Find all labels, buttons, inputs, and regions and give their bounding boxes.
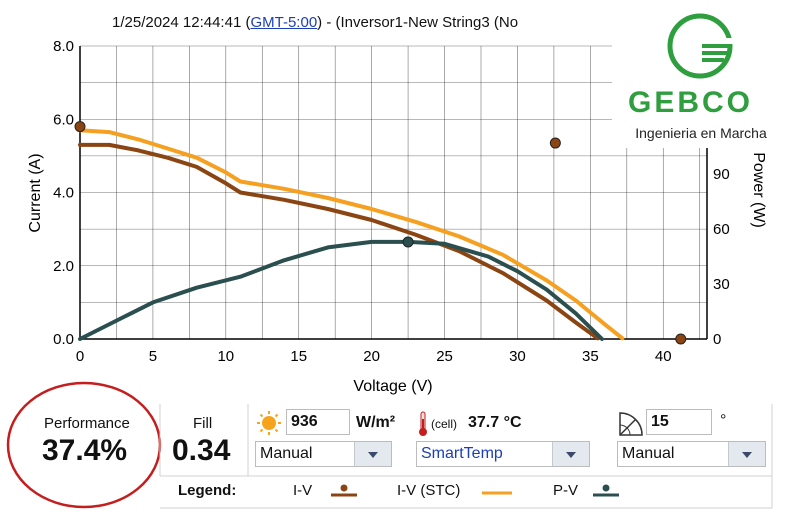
- thermometer-icon: [419, 411, 427, 436]
- x-tick-label: 25: [436, 348, 453, 365]
- company-logo: GEBCO Ingenieria en Marcha: [612, 8, 790, 148]
- x-tick-label: 15: [290, 348, 307, 365]
- logo-name: GEBCO: [628, 86, 754, 119]
- chevron-down-icon[interactable]: [728, 442, 765, 466]
- data-point-marker: [549, 137, 561, 149]
- chart-curves: [78, 128, 625, 341]
- header-datetime: 1/25/2024 12:44:41: [112, 14, 242, 31]
- performance-value: 37.4%: [42, 434, 128, 467]
- series-i-v-line: [78, 142, 600, 341]
- irradiance-mode-select[interactable]: Manual: [255, 441, 392, 467]
- legend-title: Legend:: [178, 482, 237, 499]
- chevron-down-icon[interactable]: [354, 442, 391, 466]
- legend-iv-stc-swatch: [482, 491, 512, 495]
- tilt-mode-value: Manual: [622, 445, 675, 462]
- gebco-logo-icon: [667, 13, 736, 79]
- x-tick-label: 40: [655, 348, 672, 365]
- y-tick-label: 2.0: [53, 258, 74, 275]
- y-tick-label: 8.0: [53, 38, 74, 55]
- y2-axis-label: Power (W): [750, 152, 767, 228]
- legend-pv-swatch: [593, 484, 619, 497]
- y-tick-label: 4.0: [53, 185, 74, 202]
- y-tick-label: 6.0: [53, 111, 74, 128]
- temp-mode-select[interactable]: SmartTemp: [416, 441, 590, 467]
- fill-value: 0.34: [172, 434, 231, 467]
- data-point-marker: [402, 236, 414, 248]
- x-tick-label: 5: [149, 348, 157, 365]
- legend-iv-swatch: [331, 484, 357, 497]
- legend-iv-stc-label: I-V (STC): [397, 482, 461, 499]
- chart-header: 1/25/2024 12:44:41 (GMT-5:00) - (Inverso…: [112, 14, 519, 31]
- logo-tagline: Ingenieria en Marcha: [635, 125, 767, 141]
- tilt-angle-icon: [619, 412, 643, 436]
- x-tick-label: 30: [509, 348, 526, 365]
- tilt-input[interactable]: 15: [646, 409, 712, 435]
- sun-icon: [257, 411, 281, 435]
- temp-mode-value: SmartTemp: [421, 445, 503, 462]
- series-p-v-line: [78, 239, 604, 341]
- x-tick-label: 0: [76, 348, 84, 365]
- fill-label: Fill: [193, 415, 213, 432]
- x-tick-label: 10: [217, 348, 234, 365]
- legend-pv-label: P-V: [553, 482, 579, 499]
- irradiance-unit: W/m²: [356, 414, 396, 431]
- y2-tick-label: 60: [713, 221, 730, 238]
- y-axis-label: Current (A): [27, 153, 44, 232]
- legend-iv-label: I-V: [293, 482, 313, 499]
- cell-temp-value: 37.7 °C: [468, 414, 522, 431]
- chart-markers: [74, 121, 687, 345]
- tilt-unit: °: [720, 412, 727, 429]
- x-axis-label: Voltage (V): [353, 378, 432, 395]
- data-point-marker: [675, 333, 687, 345]
- x-tick-label: 20: [363, 348, 380, 365]
- series-i-v-stc--line: [78, 128, 625, 341]
- cell-temp-label: (cell): [431, 417, 457, 431]
- y2-tick-label: 30: [713, 276, 730, 293]
- data-point-marker: [74, 121, 86, 133]
- chevron-down-icon[interactable]: [552, 442, 589, 466]
- y-tick-label: 0.0: [53, 331, 74, 348]
- tilt-mode-select[interactable]: Manual: [617, 441, 766, 467]
- header-suffix: - (Inversor1-New String3 (No: [322, 14, 519, 31]
- x-tick-label: 35: [582, 348, 599, 365]
- y2-tick-label: 90: [713, 166, 730, 183]
- y2-tick-label: 0: [713, 331, 721, 348]
- irradiance-input[interactable]: 936: [286, 409, 350, 435]
- performance-label: Performance: [44, 415, 130, 432]
- timezone-link[interactable]: GMT-5:00: [250, 14, 318, 31]
- irradiance-mode-value: Manual: [260, 445, 313, 462]
